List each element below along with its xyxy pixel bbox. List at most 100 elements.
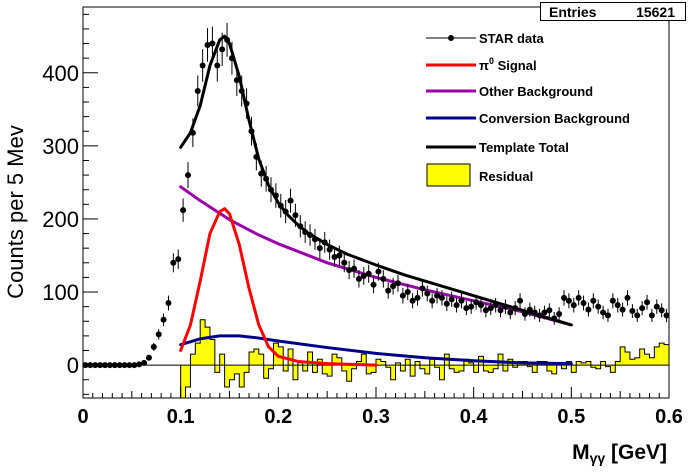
data-point	[360, 272, 367, 279]
data-point	[521, 310, 528, 317]
data-point	[604, 312, 611, 319]
x-tick-label: 0.6	[655, 406, 683, 428]
residual-bar	[410, 365, 416, 377]
residual-bar	[571, 365, 577, 373]
x-tick-label: 0.4	[460, 406, 489, 428]
data-point	[385, 287, 392, 294]
data-point	[224, 36, 231, 43]
legend-label-conv: Conversion Background	[479, 111, 630, 126]
residual-bar	[336, 357, 342, 366]
data-point	[116, 362, 123, 369]
data-point	[297, 223, 304, 230]
data-point	[145, 354, 152, 361]
data-point	[321, 239, 328, 246]
residual-bar	[615, 361, 621, 366]
data-point	[585, 306, 592, 313]
data-point	[101, 362, 108, 369]
residual-bar	[376, 359, 381, 366]
data-point	[258, 170, 265, 177]
residual-bar	[180, 365, 186, 398]
residual-bar	[429, 359, 435, 366]
data-point	[331, 253, 338, 260]
legend: STAR data π0 Signal Other Background Con…	[426, 31, 630, 187]
residual-bar	[307, 351, 313, 366]
residual-bar	[283, 365, 289, 371]
data-point	[434, 292, 441, 299]
data-point	[580, 299, 587, 306]
residual-bar	[488, 365, 494, 373]
residual-outline	[180, 319, 670, 399]
residual-bar	[263, 365, 269, 379]
data-point	[468, 303, 475, 310]
y-tick-label: 400	[42, 61, 79, 86]
data-point	[595, 303, 602, 310]
data-point	[189, 129, 196, 136]
residual-bar	[561, 365, 567, 369]
data-point	[551, 315, 558, 322]
data-points	[82, 22, 670, 369]
data-point	[141, 359, 148, 366]
data-point	[106, 362, 113, 369]
x-tick-label: 0	[77, 406, 88, 428]
legend-label-data: STAR data	[479, 31, 545, 46]
residual-bar	[463, 359, 469, 366]
residual-bar	[502, 365, 508, 371]
data-point	[644, 299, 651, 306]
residual-bar	[625, 351, 630, 366]
residual-bar	[532, 365, 538, 373]
residual-bar	[405, 359, 411, 366]
y-tick-label: 300	[42, 134, 79, 159]
data-point	[590, 297, 597, 304]
data-point	[287, 197, 294, 204]
data-point	[614, 302, 621, 309]
data-point	[170, 259, 177, 266]
data-point	[517, 297, 524, 304]
residual-bar	[302, 365, 308, 371]
data-point	[629, 308, 636, 315]
residual-bar	[371, 365, 376, 373]
x-tick-label: 0.1	[167, 406, 195, 428]
residual-bar	[390, 365, 396, 380]
x-axis-title-main: M	[572, 441, 590, 464]
x-axis-title-unit: [GeV]	[605, 441, 667, 464]
data-point	[414, 294, 421, 301]
data-point	[404, 289, 411, 296]
residual-bar	[297, 361, 303, 366]
data-point	[131, 362, 138, 369]
residual-bar	[590, 365, 596, 368]
residual-bar	[346, 365, 352, 382]
data-point	[438, 294, 445, 301]
data-point	[546, 307, 553, 314]
data-point	[248, 128, 255, 135]
residual-bar	[639, 349, 645, 366]
curve-other	[179, 185, 573, 327]
residual-bar	[605, 365, 611, 367]
y-tick-label: 100	[42, 280, 79, 305]
residual-bar	[195, 343, 201, 366]
residual-bar	[312, 365, 318, 373]
data-point	[346, 267, 353, 274]
data-point	[648, 312, 655, 319]
legend-label-signal-sup: 0	[489, 56, 494, 66]
curve-conv	[179, 334, 573, 366]
residual-bar	[585, 361, 591, 366]
residual-bar	[200, 319, 206, 366]
data-point	[370, 281, 377, 288]
residual-bar	[512, 365, 518, 368]
legend-label-other: Other Background	[479, 84, 593, 99]
residual-bar	[659, 343, 665, 366]
axes: 0 0.1 0.2 0.3 0.4 0.5 0.6 0 100 200 300 400	[42, 13, 683, 428]
residual-bar	[649, 357, 655, 366]
curve-signal	[179, 207, 378, 367]
data-point	[653, 303, 660, 310]
residual-bar	[581, 362, 586, 366]
x-tick-label: 0.5	[557, 406, 585, 428]
residual-bar	[229, 365, 235, 380]
data-point	[272, 192, 279, 199]
residual-bar	[190, 354, 196, 366]
x-tick-label: 0.3	[362, 406, 390, 428]
data-point	[121, 362, 128, 369]
data-point	[556, 310, 563, 317]
residual-bar	[620, 346, 626, 366]
residual-bar	[468, 362, 474, 366]
